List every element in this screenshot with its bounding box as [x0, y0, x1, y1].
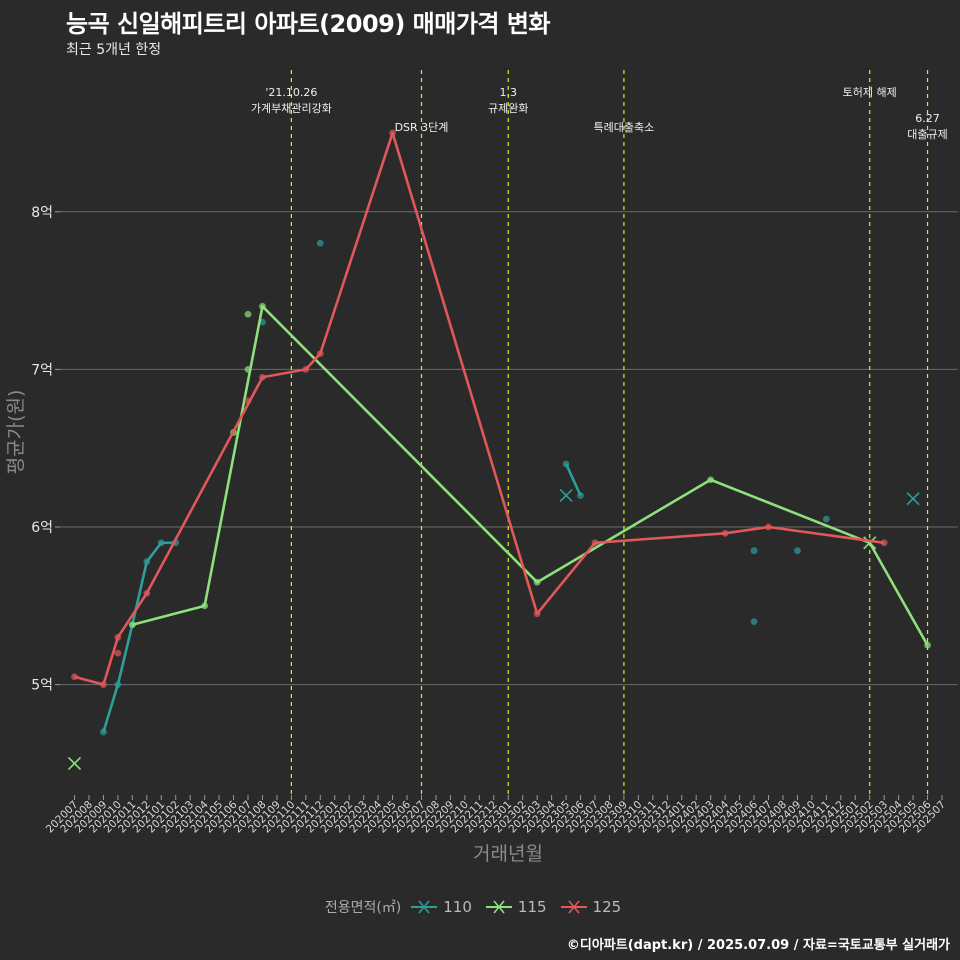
cross-stroke	[559, 488, 573, 503]
series-line-125	[74, 131, 885, 686]
legend-key-125-icon	[560, 900, 587, 914]
data-point-125	[244, 397, 252, 405]
event-label: 대출규제	[907, 128, 947, 141]
data-point-110	[750, 547, 758, 555]
event-label: '21.10.26	[265, 86, 317, 99]
event-label: 규제완화	[488, 102, 528, 115]
cross-stroke	[863, 536, 877, 550]
data-point-110	[794, 547, 801, 555]
legend-label-115: 115	[517, 898, 547, 916]
data-point-125	[259, 373, 266, 381]
event-label: 토허제 해제	[843, 85, 897, 99]
y-tick-label: 7억	[31, 362, 53, 378]
y-tick-label: 6억	[31, 520, 53, 536]
series-layer	[67, 129, 931, 771]
x-axis-label: 거래년월	[473, 843, 543, 865]
data-point-110	[114, 681, 122, 689]
data-point-115	[244, 365, 252, 373]
data-point-115	[259, 302, 266, 310]
data-point-110	[577, 492, 584, 499]
cross-mark-110	[559, 488, 573, 503]
data-point-115	[533, 578, 541, 586]
event-label: 특례대출축소	[594, 121, 655, 134]
data-point-110	[143, 558, 151, 566]
data-point-125	[880, 539, 888, 547]
y-tick-label: 5억	[31, 678, 53, 694]
legend-key-110-icon	[411, 900, 438, 914]
chart-title: 능곡 신일해피트리 아파트(2009) 매매가격 변화	[66, 10, 551, 38]
cross-mark-110	[906, 492, 920, 506]
data-point-125	[71, 673, 78, 681]
legend: 전용면적(㎡) 110 115 125	[0, 897, 960, 917]
event-label: 6.27	[915, 112, 940, 125]
data-point-125	[721, 529, 729, 537]
series-line-115	[132, 305, 929, 646]
data-point-125	[591, 539, 599, 547]
data-point-110	[100, 728, 107, 736]
data-point-125	[765, 523, 772, 531]
x-axis: 2020072020082020092020102020112020122021…	[44, 795, 948, 835]
legend-label-125: 125	[592, 898, 622, 916]
data-point-125	[114, 633, 122, 641]
data-point-125	[100, 681, 107, 689]
data-point-110	[750, 618, 758, 626]
source-caption: ©디아파트(dapt.kr) / 2025.07.09 / 자료=국토교통부 실…	[566, 938, 950, 953]
data-point-125	[533, 610, 541, 618]
data-point-125	[143, 589, 151, 597]
cross-stroke	[67, 756, 82, 771]
legend-title: 전용면적(㎡)	[324, 900, 402, 916]
event-label: 가계부채관리강화	[251, 102, 332, 115]
data-point-115	[707, 476, 715, 484]
cross-mark-115	[67, 756, 82, 771]
series-line-110	[102, 541, 176, 733]
data-point-115	[924, 641, 931, 649]
legend-item-115: 115	[485, 898, 547, 916]
data-point-110	[316, 239, 324, 247]
series-line-110	[564, 463, 582, 497]
legend-label-110: 110	[443, 898, 472, 916]
y-tick-label: 8억	[31, 205, 53, 221]
data-point-115	[128, 621, 136, 629]
event-label: DSR 3단계	[395, 121, 449, 134]
data-point-125	[316, 350, 324, 358]
event-label: 1.3	[500, 86, 518, 99]
data-point-125	[302, 365, 310, 373]
legend-item-125: 125	[560, 898, 622, 916]
data-point-110	[157, 539, 165, 547]
data-point-115	[201, 602, 209, 610]
cross-mark-115	[863, 536, 877, 550]
data-point-110	[562, 460, 570, 468]
cross-stroke	[906, 492, 920, 506]
legend-item-110: 110	[411, 898, 472, 916]
data-point-125	[389, 129, 396, 137]
data-point-115	[244, 310, 252, 318]
y-axis: 5억 6억 7억 8억	[31, 205, 60, 694]
chart-subtitle: 최근 5개년 한정	[66, 42, 162, 58]
data-point-110	[822, 515, 830, 523]
legend-key-115-icon	[485, 900, 512, 914]
grid-lines	[60, 211, 958, 686]
y-axis-label: 평균가(원)	[5, 390, 27, 475]
data-point-125	[114, 649, 122, 657]
